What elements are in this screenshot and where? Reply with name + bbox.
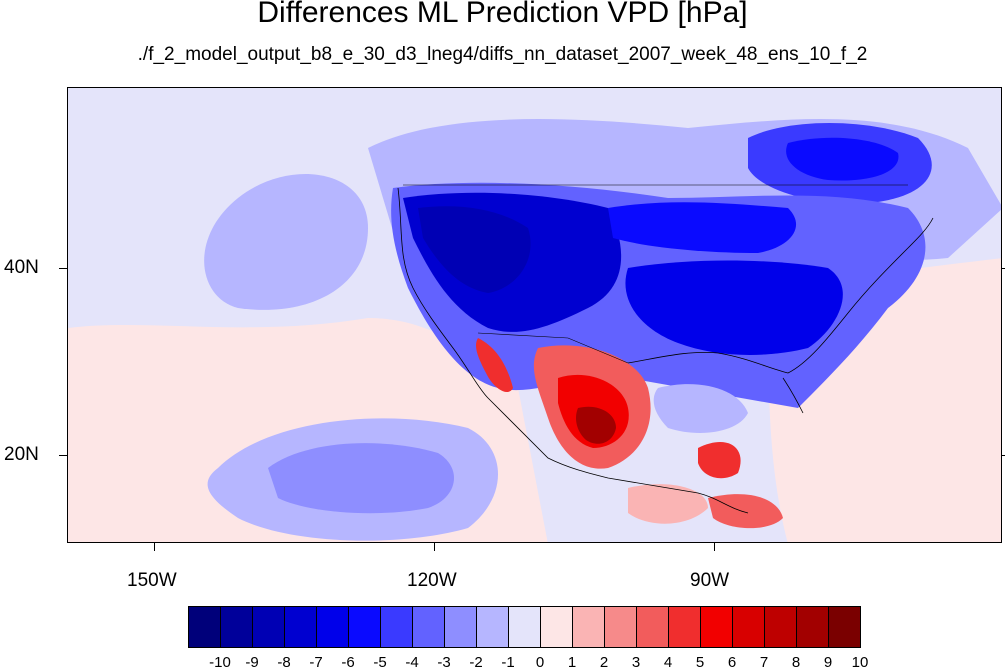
colorbar-cell xyxy=(348,606,381,648)
colorbar-label: -8 xyxy=(277,654,291,671)
colorbar-cell xyxy=(668,606,701,648)
colorbar-label: -1 xyxy=(501,654,515,671)
map-subtitle: ./f_2_model_output_b8_e_30_d3_lneg4/diff… xyxy=(137,44,868,65)
colorbar-label: 4 xyxy=(663,654,673,671)
lon-tick-90w xyxy=(714,543,715,551)
lon-tick-150w xyxy=(154,543,155,551)
lon-tick-120w xyxy=(434,543,435,551)
colorbar-label: 6 xyxy=(727,654,737,671)
colorbar-label: 1 xyxy=(567,654,577,671)
colorbar-label: 0 xyxy=(535,654,545,671)
field-pos4-central-america-south xyxy=(708,494,783,529)
lon-label-120w: 120W xyxy=(407,570,457,591)
colorbar-cell xyxy=(796,606,829,648)
vpd-difference-map xyxy=(67,87,1002,543)
colorbar-label: 7 xyxy=(759,654,769,671)
map-title: Differences ML Prediction VPD [hPa] xyxy=(257,0,748,29)
colorbar-label: -4 xyxy=(405,654,419,671)
colorbar-label: 8 xyxy=(791,654,801,671)
colorbar-label: -7 xyxy=(309,654,323,671)
field-neg8-west-core xyxy=(418,206,531,293)
field-pos9-mexico-core xyxy=(575,406,616,444)
colorbar-label: 2 xyxy=(599,654,609,671)
lat-tick-40n-right xyxy=(1002,268,1005,269)
colorbar-label: 3 xyxy=(631,654,641,671)
field-pos5-baja xyxy=(475,338,513,393)
coastline-west xyxy=(397,187,749,514)
colorbar-cell xyxy=(476,606,509,648)
colorbar-label: -3 xyxy=(437,654,451,671)
field-pos2-south xyxy=(628,484,708,524)
colorbar-cell xyxy=(220,606,253,648)
colorbar-label: 5 xyxy=(695,654,705,671)
colorbar-cell xyxy=(540,606,573,648)
colorbar-label: 9 xyxy=(823,654,833,671)
field-neg2-north-pacific xyxy=(204,174,368,310)
colorbar-cell xyxy=(636,606,669,648)
lat-tick-20n xyxy=(59,455,67,456)
coastline-florida xyxy=(782,377,804,414)
colorbar-cell xyxy=(508,606,541,648)
coastline-gulf-east xyxy=(627,217,934,374)
colorbar-cell xyxy=(284,606,317,648)
colorbar-label: -2 xyxy=(469,654,483,671)
colorbar-cell xyxy=(316,606,349,648)
lat-tick-40n xyxy=(59,268,67,269)
lon-label-150w: 150W xyxy=(127,570,177,591)
border-us-mexico xyxy=(477,332,629,364)
field-neg2-gulf xyxy=(653,384,748,433)
field-neg6-north xyxy=(608,202,797,253)
colorbar-label: -5 xyxy=(373,654,387,671)
field-positive-pacific-strip xyxy=(68,416,238,478)
field-neg3-tropical-pacific xyxy=(268,443,455,514)
field-neg6-central xyxy=(625,260,843,355)
colorbar-cell xyxy=(412,606,445,648)
colorbar-cell xyxy=(252,606,285,648)
colorbar-cell xyxy=(732,606,765,648)
colorbar-label: -10 xyxy=(209,654,231,671)
colorbar-cell xyxy=(380,606,413,648)
lat-tick-20n-right xyxy=(1002,455,1005,456)
colorbar-label: -9 xyxy=(245,654,259,671)
colorbar-cell xyxy=(444,606,477,648)
colorbar-label: 10 xyxy=(851,654,869,671)
field-pos5-central-america xyxy=(698,442,741,479)
lon-label-90w: 90W xyxy=(690,570,730,591)
map-canvas xyxy=(68,88,1001,542)
colorbar-cell xyxy=(572,606,605,648)
colorbar-cell xyxy=(188,606,221,648)
colorbar-label: -6 xyxy=(341,654,355,671)
lat-label-40n: 40N xyxy=(4,257,39,278)
field-neg6-hudson-core xyxy=(786,137,899,181)
colorbar-cell xyxy=(764,606,797,648)
colorbar-cell xyxy=(604,606,637,648)
lat-label-20n: 20N xyxy=(4,444,39,465)
colorbar-cell xyxy=(700,606,733,648)
colorbar-cell xyxy=(828,606,861,648)
